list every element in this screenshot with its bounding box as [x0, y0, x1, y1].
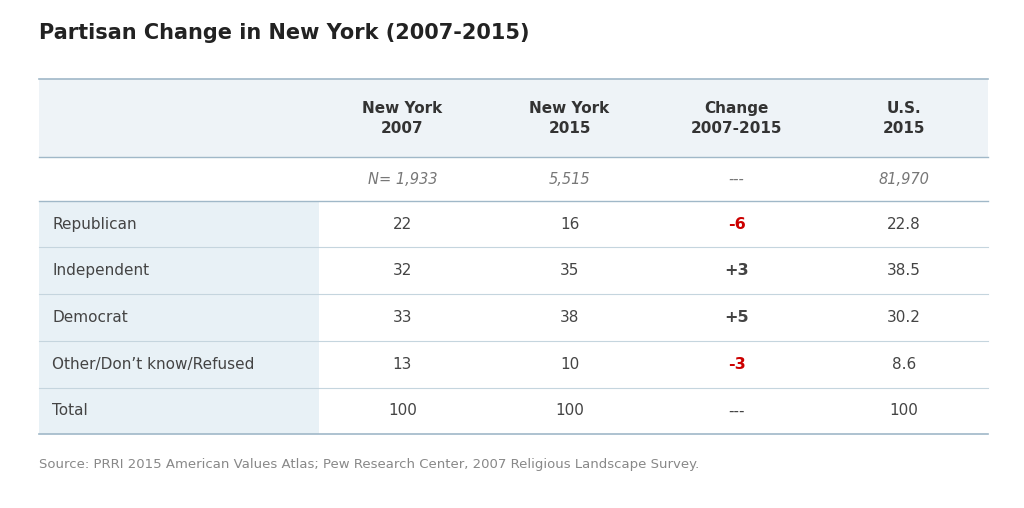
- Text: 10: 10: [560, 357, 580, 372]
- Text: Republican: Republican: [52, 216, 137, 232]
- Text: N= 1,933: N= 1,933: [368, 172, 437, 186]
- Text: 8.6: 8.6: [892, 357, 916, 372]
- Text: New York
2015: New York 2015: [529, 101, 609, 136]
- Text: 100: 100: [388, 403, 417, 419]
- Text: 13: 13: [393, 357, 413, 372]
- Text: 81,970: 81,970: [879, 172, 930, 186]
- Text: Change
2007-2015: Change 2007-2015: [691, 101, 782, 136]
- Text: 33: 33: [393, 310, 413, 325]
- Text: 100: 100: [890, 403, 919, 419]
- Text: Democrat: Democrat: [52, 310, 128, 325]
- Text: U.S.
2015: U.S. 2015: [883, 101, 926, 136]
- Text: 5,515: 5,515: [549, 172, 591, 186]
- Text: 38.5: 38.5: [887, 263, 922, 278]
- Text: +3: +3: [724, 263, 749, 278]
- Text: ---: ---: [728, 403, 744, 419]
- Text: Source: PRRI 2015 American Values Atlas; Pew Research Center, 2007 Religious Lan: Source: PRRI 2015 American Values Atlas;…: [39, 458, 699, 471]
- Text: Partisan Change in New York (2007-2015): Partisan Change in New York (2007-2015): [39, 23, 529, 43]
- Text: 35: 35: [560, 263, 580, 278]
- Text: -6: -6: [728, 216, 745, 232]
- Text: Total: Total: [52, 403, 88, 419]
- Text: -3: -3: [728, 357, 745, 372]
- Text: 22: 22: [393, 216, 412, 232]
- Text: Independent: Independent: [52, 263, 150, 278]
- Text: Other/Don’t know/Refused: Other/Don’t know/Refused: [52, 357, 255, 372]
- Text: 32: 32: [393, 263, 413, 278]
- Text: 100: 100: [555, 403, 584, 419]
- Text: +5: +5: [724, 310, 749, 325]
- Text: 16: 16: [560, 216, 580, 232]
- Text: ---: ---: [729, 172, 744, 186]
- Text: 30.2: 30.2: [887, 310, 922, 325]
- Text: New York
2007: New York 2007: [362, 101, 442, 136]
- Text: 38: 38: [560, 310, 580, 325]
- Text: 22.8: 22.8: [887, 216, 921, 232]
